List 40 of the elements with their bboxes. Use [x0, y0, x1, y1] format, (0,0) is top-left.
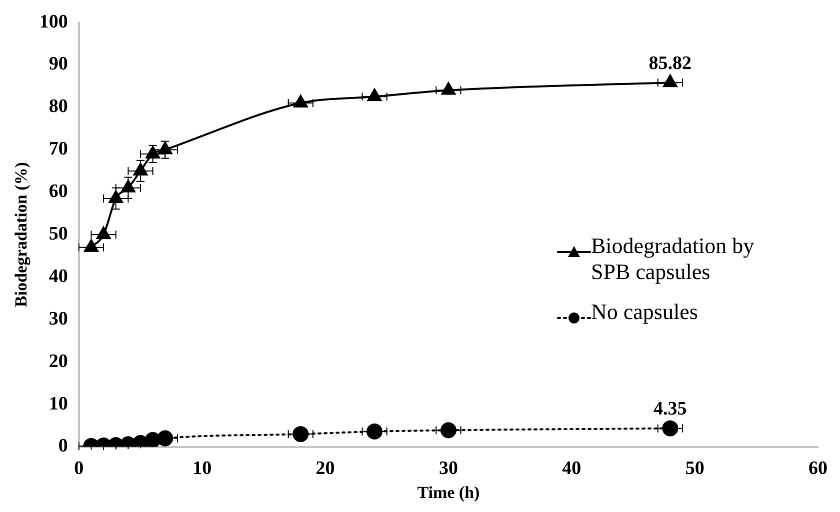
- y-tick-label: 50: [48, 224, 68, 245]
- y-tick-label: 40: [48, 266, 68, 287]
- point: [121, 180, 136, 192]
- y-tick-label: 20: [48, 350, 68, 372]
- point: [157, 430, 174, 446]
- x-axis-title: Time (h): [417, 483, 480, 502]
- y-tick-label: 90: [48, 54, 68, 75]
- legend-label: Biodegradation by SPB capsules: [591, 233, 756, 285]
- point: [441, 82, 456, 95]
- point: [96, 226, 111, 240]
- x-tick-label: 20: [316, 458, 335, 480]
- point: [367, 88, 382, 102]
- point: [158, 142, 172, 154]
- point: [294, 95, 308, 108]
- y-tick-label: 10: [48, 393, 68, 414]
- y-tick-label: 60: [48, 181, 68, 202]
- x-tick-label: 30: [438, 458, 458, 480]
- x-tick-label: 50: [685, 458, 704, 480]
- y-tick-label: 100: [39, 11, 68, 32]
- x-tick-label: 40: [562, 458, 582, 480]
- y-tick-label: 30: [48, 308, 68, 330]
- x-tick-label: 10: [192, 458, 212, 480]
- x-tick-label: 0: [74, 458, 84, 480]
- legend-label: No capsules: [591, 299, 698, 325]
- point: [662, 420, 678, 436]
- x-tick-label: 60: [808, 458, 828, 480]
- y-tick-label: 70: [48, 138, 68, 160]
- y-axis-title: Biodegradation (%): [12, 162, 31, 308]
- data-label: 4.35: [654, 398, 687, 420]
- point: [292, 426, 309, 442]
- data-label: 85.82: [648, 52, 692, 74]
- point: [108, 190, 123, 204]
- y-tick-label: 0: [58, 436, 68, 457]
- point: [663, 74, 678, 88]
- point: [366, 424, 383, 440]
- y-tick-label: 80: [48, 96, 68, 118]
- point: [440, 422, 456, 438]
- point: [84, 239, 98, 252]
- point: [133, 162, 148, 176]
- point: [146, 146, 160, 158]
